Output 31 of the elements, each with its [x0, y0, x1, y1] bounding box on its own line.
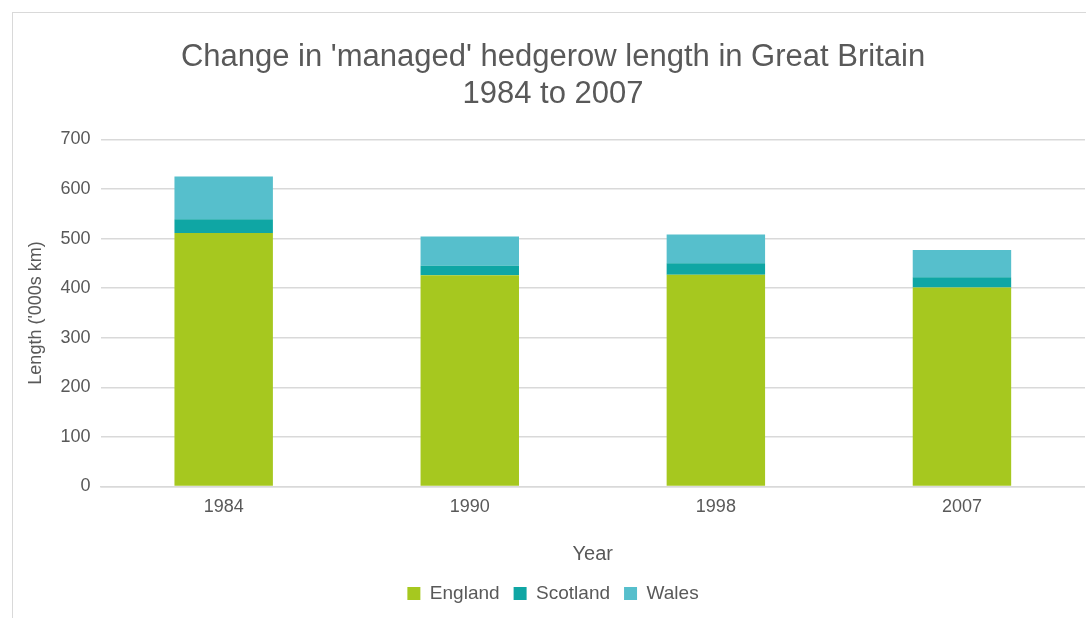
legend-label: Scotland	[536, 581, 611, 603]
x-tick-label: 1990	[449, 496, 490, 517]
x-tick-label: 1984	[203, 496, 244, 517]
bar	[666, 274, 766, 486]
bar	[666, 263, 766, 275]
bar	[420, 236, 519, 266]
bar	[174, 176, 273, 220]
legend-label: England	[429, 581, 500, 603]
bar	[174, 219, 273, 234]
bar	[912, 277, 1012, 288]
x-tick-label: 2007	[941, 496, 982, 517]
text: 1984 to 2007	[462, 75, 644, 111]
y-tick-label: 500	[60, 227, 91, 248]
y-tick-label: 600	[60, 177, 91, 198]
bar	[912, 249, 1012, 278]
legend-label: Wales	[646, 581, 699, 603]
bar	[420, 265, 519, 276]
bar	[666, 234, 766, 264]
bar	[420, 275, 519, 486]
bar	[912, 287, 1012, 486]
y-tick-label: 0	[80, 475, 91, 496]
x-tick-label: 1998	[695, 496, 736, 517]
y-tick-label: 400	[60, 277, 91, 298]
y-tick-label: 700	[60, 128, 91, 149]
text: Change in 'managed' hedgerow length in Great Britain	[180, 38, 926, 74]
y-tick-label: 200	[60, 376, 91, 397]
bar	[174, 233, 273, 486]
y-tick-label: 300	[60, 326, 91, 347]
y-axis-title: Length ('000s km)	[24, 241, 45, 385]
x-axis-title: Year	[572, 541, 614, 564]
y-tick-label: 100	[60, 425, 91, 446]
